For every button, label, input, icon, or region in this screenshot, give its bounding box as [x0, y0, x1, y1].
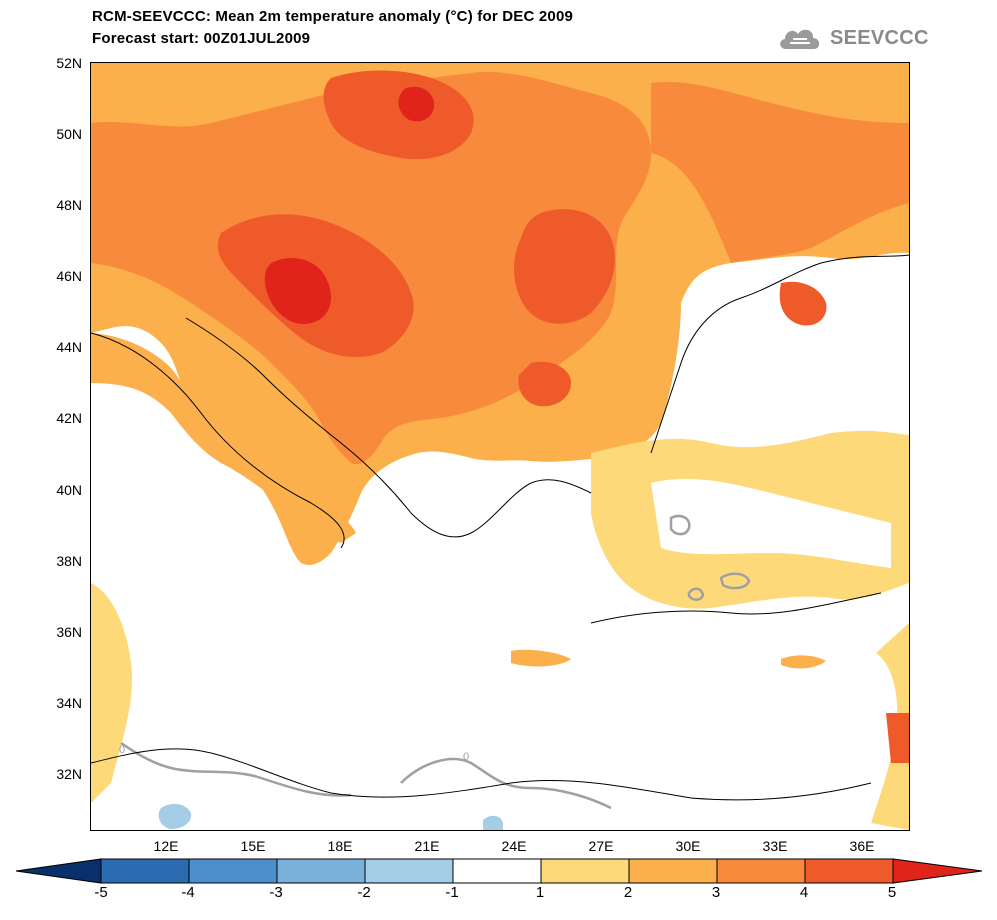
- lon-label-21e: 21E: [414, 838, 440, 854]
- colorbar-label-minus4: -4: [181, 884, 195, 901]
- map-svg: 0 0: [91, 63, 909, 830]
- anomaly-zone-5plus-a: [264, 258, 331, 324]
- colorbar-box-4: [452, 858, 542, 884]
- chart-title: RCM-SEEVCCC: Mean 2m temperature anomaly…: [92, 8, 574, 25]
- neg-anomaly-patch-a: [158, 803, 192, 830]
- contour-label-east: 0: [463, 751, 469, 763]
- lat-label-42n: 42N: [56, 410, 82, 426]
- coastline-italy: [91, 332, 345, 549]
- colorbar-label-minus3: -3: [269, 884, 283, 901]
- coastline-africa: [91, 748, 872, 801]
- coastline-anatolia-south: [590, 592, 882, 624]
- lat-label-32n: 32N: [56, 766, 82, 782]
- n-africa-patch: [91, 583, 132, 803]
- lat-label-50n: 50N: [56, 126, 82, 142]
- lon-label-30e: 30E: [675, 838, 701, 854]
- colorbar-label-3: 3: [711, 884, 721, 901]
- colorbar-label-minus2: -2: [357, 884, 371, 901]
- zero-contour-west: [120, 741, 352, 797]
- lat-label-46n: 46N: [56, 268, 82, 284]
- lat-label-40n: 40N: [56, 482, 82, 498]
- lat-label-38n: 38N: [56, 553, 82, 569]
- colorbar-label-minus5: -5: [94, 884, 108, 901]
- anomaly-map: 0 0: [90, 62, 910, 831]
- lon-label-33e: 33E: [762, 838, 788, 854]
- lat-label-52n: 52N: [56, 55, 82, 71]
- colorbar-arrow-low: [15, 858, 102, 884]
- levant-patch: [871, 623, 909, 830]
- anomaly-zone-4-5-d: [518, 361, 571, 407]
- lon-label-12e: 12E: [153, 838, 179, 854]
- colorbar-box-2: [276, 858, 366, 884]
- lon-label-27e: 27E: [588, 838, 614, 854]
- colorbar-box-3: [364, 858, 454, 884]
- lat-label-34n: 34N: [56, 695, 82, 711]
- anomaly-zone-4-5-crimea: [779, 281, 827, 326]
- coastline-black-sea: [650, 254, 909, 454]
- logo-text: SEEVCCC: [830, 26, 929, 49]
- contour-label-west: 0: [119, 744, 125, 756]
- colorbar-label-2: 2: [623, 884, 633, 901]
- anomaly-zone-italy: [91, 333, 356, 543]
- anomaly-zone-5plus-b: [398, 86, 435, 122]
- coastline-adriatic: [185, 317, 412, 514]
- colorbar-label-5: 5: [887, 884, 897, 901]
- colorbar-box-5: [540, 858, 630, 884]
- colorbar-label-minus1: -1: [445, 884, 459, 901]
- colorbar-label-4: 4: [799, 884, 809, 901]
- colorbar-box-7: [716, 858, 806, 884]
- chart-subtitle: Forecast start: 00Z01JUL2009: [92, 30, 311, 47]
- lon-label-24e: 24E: [501, 838, 527, 854]
- cloud-icon: [780, 29, 820, 49]
- crete-patch: [511, 649, 571, 667]
- colorbar-box-1: [188, 858, 278, 884]
- lon-label-18e: 18E: [327, 838, 353, 854]
- anomaly-zone-4-5-c: [514, 209, 615, 324]
- anomaly-zone-4-5-b: [323, 70, 474, 160]
- neg-anomaly-patch-b: [483, 815, 503, 830]
- lat-label-36n: 36N: [56, 624, 82, 640]
- seevccc-logo: SEEVCCC: [776, 22, 929, 54]
- colorbar-label-1: 1: [535, 884, 545, 901]
- colorbar-box-6: [628, 858, 718, 884]
- lon-label-15e: 15E: [240, 838, 266, 854]
- colorbar-arrow-high: [892, 858, 983, 884]
- cyprus-patch: [781, 655, 826, 669]
- lat-label-44n: 44N: [56, 339, 82, 355]
- colorbar: [15, 858, 983, 884]
- lon-label-36e: 36E: [849, 838, 875, 854]
- colorbar-box-8: [804, 858, 894, 884]
- coastline-aegean: [410, 479, 592, 538]
- colorbar-box-0: [100, 858, 190, 884]
- anomaly-zone-3-4-east: [651, 82, 909, 263]
- zero-contour-east: [400, 757, 612, 810]
- lat-label-48n: 48N: [56, 197, 82, 213]
